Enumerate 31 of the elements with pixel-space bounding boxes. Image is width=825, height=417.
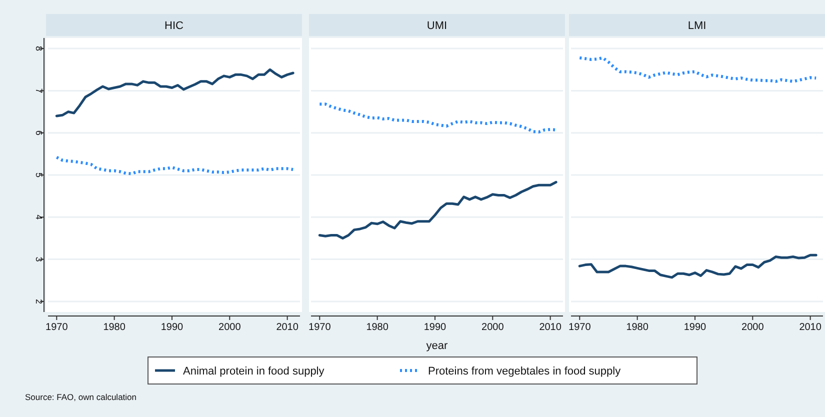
y-tick-label: 5 bbox=[34, 172, 44, 178]
x-tick-label: 1980 bbox=[626, 322, 649, 333]
chart-title: LMI bbox=[688, 20, 706, 32]
x-tick-label: 2000 bbox=[218, 322, 242, 333]
legend-label: Proteins from vegebtales in food supply bbox=[428, 366, 622, 378]
x-tick-label: 1980 bbox=[103, 322, 126, 333]
x-tick-label: 1980 bbox=[366, 322, 389, 333]
y-tick-label: 7 bbox=[34, 88, 44, 94]
line-series bbox=[55, 156, 295, 176]
x-tick-label: 2010 bbox=[539, 322, 562, 333]
x-tick-label: 1970 bbox=[46, 322, 68, 333]
x-axis-title: year bbox=[426, 340, 448, 352]
x-tick-label: 1970 bbox=[568, 322, 592, 333]
x-tick-label: 1970 bbox=[308, 322, 332, 333]
y-tick-label: 2 bbox=[34, 298, 44, 304]
source-note: Source: FAO, own calculation bbox=[25, 392, 137, 402]
chart-title: HIC bbox=[164, 20, 184, 32]
y-tick-label: 8 bbox=[34, 46, 44, 52]
x-tick-label: 2000 bbox=[742, 322, 764, 333]
x-tick-label: 2010 bbox=[799, 322, 822, 333]
y-tick-label: 4 bbox=[34, 214, 44, 220]
x-tick-label: 1990 bbox=[684, 322, 707, 333]
y-tick-label: 6 bbox=[34, 130, 44, 136]
legend-label: Animal protein in food supply bbox=[183, 366, 325, 378]
y-tick-label: 3 bbox=[34, 256, 44, 262]
chart-title: UMI bbox=[426, 20, 448, 32]
x-tick-label: 2010 bbox=[276, 322, 299, 333]
line-series bbox=[55, 68, 294, 118]
x-tick-label: 2000 bbox=[482, 322, 504, 333]
x-tick-label: 1990 bbox=[160, 322, 184, 333]
x-tick-label: 1990 bbox=[424, 322, 447, 333]
